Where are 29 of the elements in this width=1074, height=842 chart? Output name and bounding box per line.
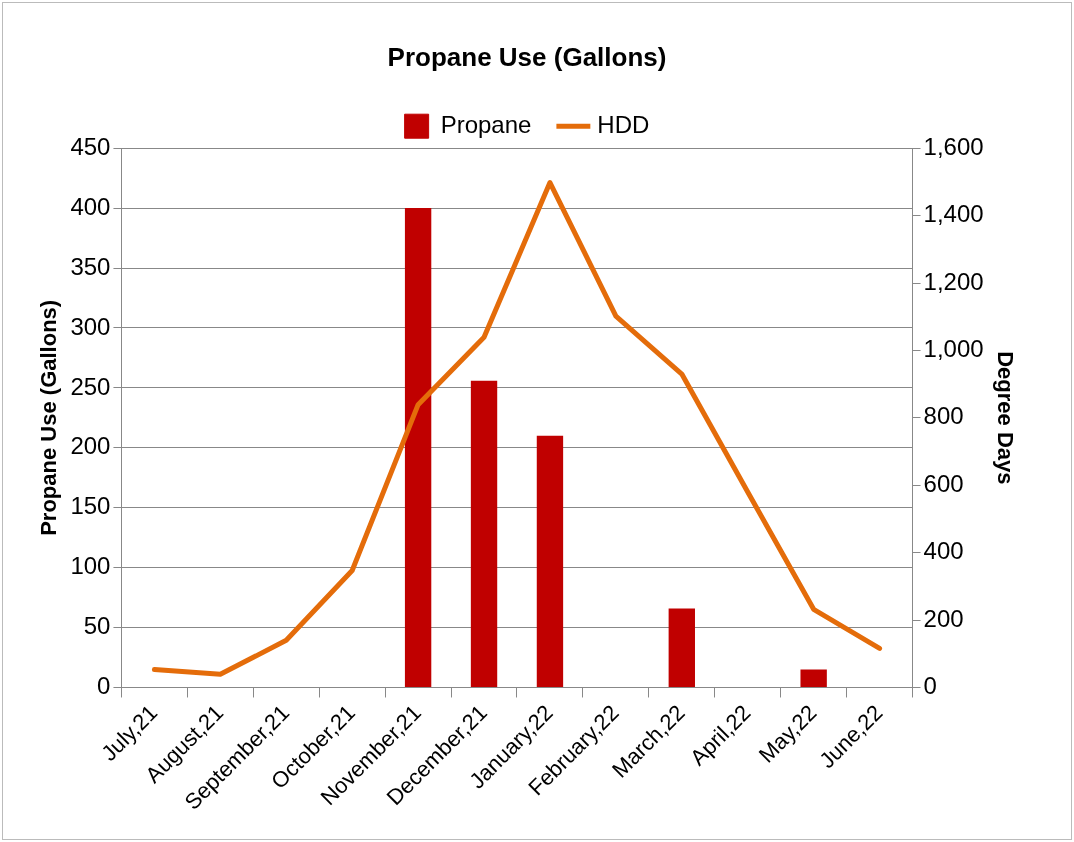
y2-tick-label: 0 xyxy=(923,672,937,700)
chart-title: Propane Use (Gallons) xyxy=(387,41,667,72)
y-tick-label: 150 xyxy=(70,492,111,520)
y-tick-label: 250 xyxy=(70,372,111,400)
y-tick-label: 300 xyxy=(70,312,111,340)
y2-tick-label: 800 xyxy=(923,402,964,430)
y-tick-label: 0 xyxy=(97,672,111,700)
y-tick-label: 50 xyxy=(83,612,111,640)
bar xyxy=(668,608,695,687)
y-tick-label: 400 xyxy=(70,192,111,220)
y2-axis-title: Degree Days xyxy=(992,351,1018,485)
y2-tick-label: 400 xyxy=(923,537,964,565)
y-axis-title: Propane Use (Gallons) xyxy=(36,299,62,536)
y-tick-label: 350 xyxy=(70,252,111,280)
y-tick-label: 200 xyxy=(70,432,111,460)
y2-tick-label: 1,000 xyxy=(923,335,984,363)
legend-label: HDD xyxy=(597,110,650,138)
bar xyxy=(470,380,498,687)
y2-tick-label: 1,600 xyxy=(923,132,984,160)
y2-tick-label: 1,400 xyxy=(923,200,984,228)
bar xyxy=(536,435,564,687)
y-tick-label: 100 xyxy=(70,552,111,580)
y2-tick-label: 200 xyxy=(923,604,964,632)
bar xyxy=(800,669,827,687)
legend-label: Propane xyxy=(440,110,532,138)
y-tick-label: 450 xyxy=(70,132,111,160)
bar xyxy=(404,208,432,687)
y2-tick-label: 600 xyxy=(923,469,964,497)
y2-tick-label: 1,200 xyxy=(923,267,984,295)
